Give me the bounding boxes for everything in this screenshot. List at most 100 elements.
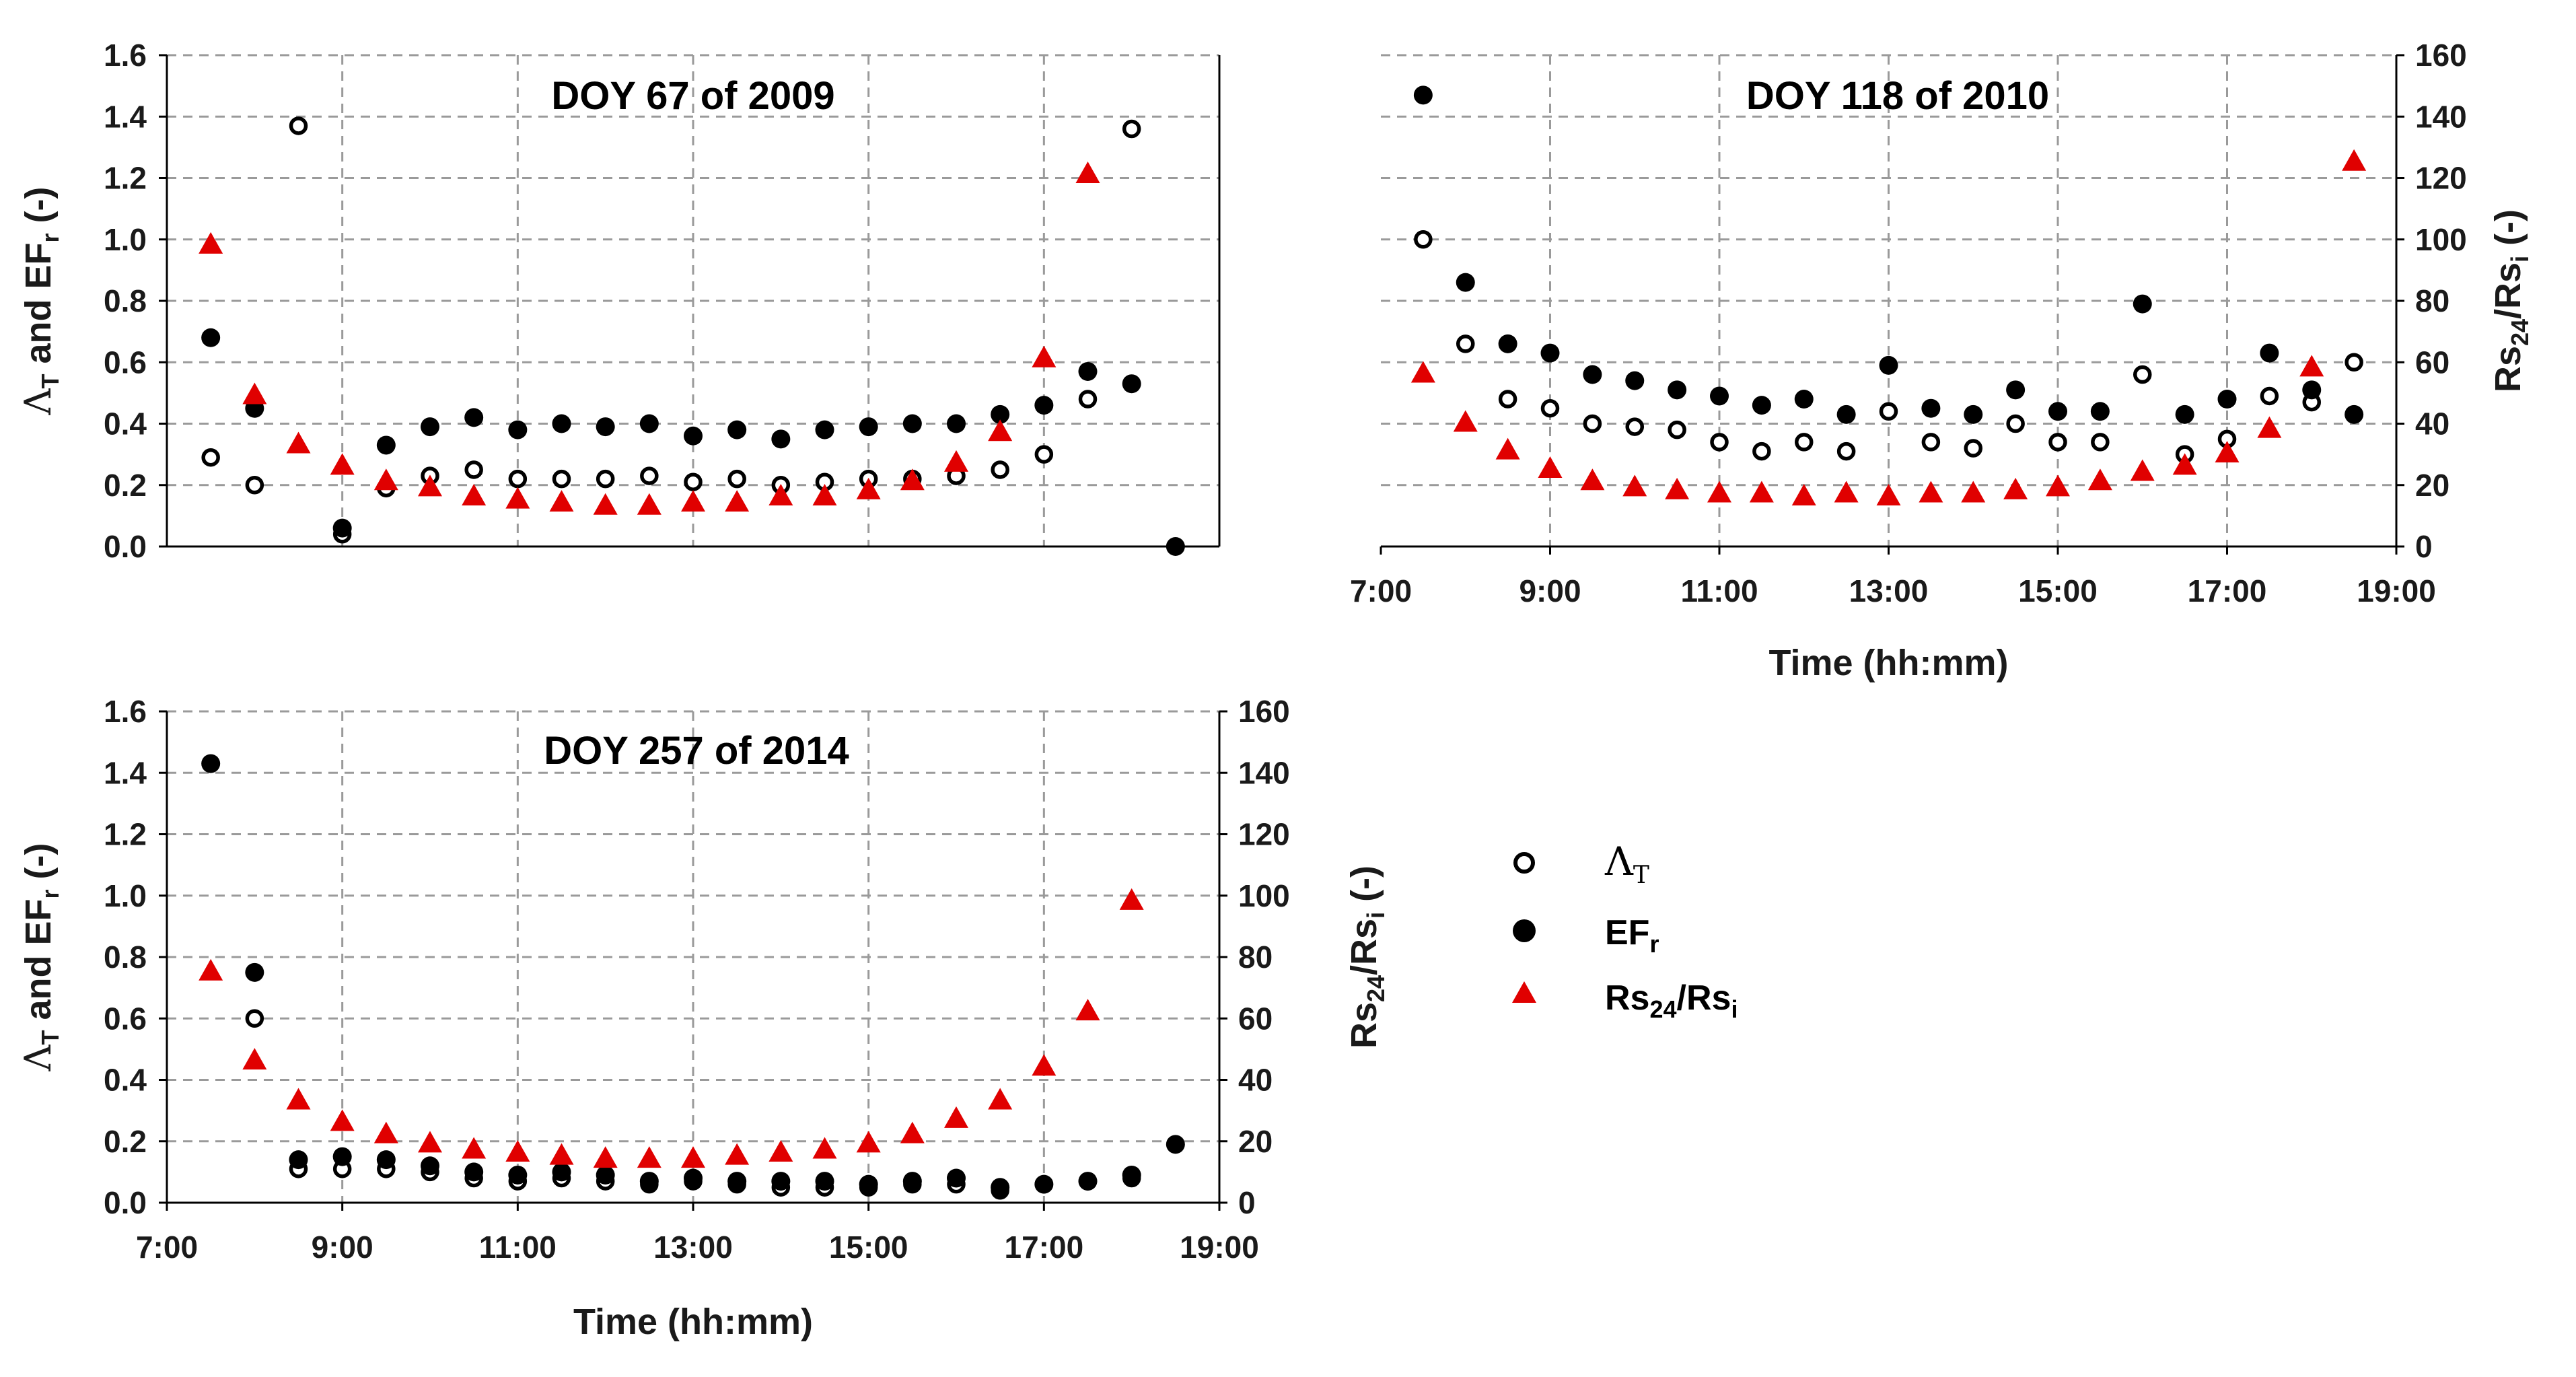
data-point-open [991, 460, 1009, 479]
y-tick-label: 1.4 [104, 99, 147, 134]
triangle-marker-icon [1512, 981, 1536, 1003]
data-point-triangle [2172, 453, 2197, 475]
y2-tick-label: 40 [2415, 407, 2449, 442]
series-filled-circle [201, 328, 1185, 556]
data-point-triangle [637, 1146, 661, 1168]
data-point-open [2048, 433, 2067, 452]
y-tick-label: 0.0 [104, 529, 147, 564]
axis-label-part: 24 [1362, 975, 1390, 1002]
series-triangle [199, 888, 1144, 1168]
data-point-triangle [418, 1131, 442, 1153]
y-tick-label: 0.8 [104, 283, 147, 318]
data-point-triangle [1876, 484, 1901, 505]
y2-tick-label: 100 [1238, 878, 1290, 913]
panel-title: DOY 118 of 2010 [1746, 74, 2049, 118]
data-point-triangle [900, 468, 925, 491]
data-point-triangle [242, 1048, 267, 1070]
y2-tick-label: 60 [1238, 1001, 1273, 1036]
axis-label-part: and EF [18, 242, 59, 374]
filled-circle-marker-icon [1513, 919, 1536, 942]
data-point-triangle [1538, 456, 1563, 478]
data-point-filled [552, 414, 571, 433]
data-point-triangle [1032, 1054, 1057, 1076]
data-point-filled [639, 414, 659, 433]
data-point-triangle [1919, 481, 1943, 503]
chart-panel-bottom-left: 0.0 0.2 0.4 0.6 0.8 1.0 1.2 1.4 1.6 0 20 40 60 80 100 1… [17, 694, 1390, 1342]
data-point-filled [684, 426, 703, 446]
data-point-triangle [637, 493, 661, 515]
data-point-triangle [725, 490, 750, 512]
data-point-triangle [330, 453, 355, 475]
data-point-open [1836, 442, 1856, 461]
data-point-filled [991, 1178, 1010, 1197]
data-point-open [2133, 365, 2152, 384]
legend-item-lambda: ΛT [1513, 839, 1649, 889]
axis-label-part: Rs [2488, 346, 2528, 392]
axis-label-part: /Rs [2488, 262, 2528, 319]
data-point-filled [947, 1168, 966, 1188]
data-point-open [1710, 433, 1729, 452]
axis-label-part: (-) [1344, 866, 1384, 912]
axis-label-part: i [1362, 912, 1390, 919]
data-point-filled [201, 754, 221, 773]
x-tick-label: 15:00 [829, 1230, 908, 1265]
data-point-open [596, 469, 615, 489]
panel-title: DOY 257 of 2014 [544, 729, 849, 773]
data-point-filled [245, 962, 264, 982]
legend-label-rs-ratio: Rs24/Rsi [1605, 979, 1738, 1023]
panel-title: DOY 67 of 2009 [551, 74, 834, 118]
data-point-open [508, 469, 528, 489]
data-point-filled [1166, 537, 1185, 556]
data-point-filled [815, 420, 834, 439]
data-point-filled [639, 1172, 659, 1191]
x-tick-label: 11:00 [479, 1230, 557, 1265]
data-point-open [2091, 433, 2110, 452]
x-tick-label: 17:00 [1005, 1230, 1084, 1265]
chart-panel-top-left: 0.0 0.2 0.4 0.6 0.8 1.0 1.2 1.4 1.6 DOY 67 of 200… [17, 38, 1221, 564]
data-point-open [1921, 433, 1941, 452]
data-point-triangle [549, 1143, 574, 1165]
data-point-triangle [681, 490, 705, 512]
data-point-filled [596, 1165, 615, 1185]
axis-label-part: (-) [18, 187, 59, 234]
data-point-triangle [768, 484, 793, 505]
data-point-triangle [1410, 361, 1435, 383]
data-point-open [2260, 386, 2279, 406]
y-tick-label: 0.4 [104, 407, 147, 442]
data-point-triangle [1791, 484, 1816, 505]
data-point-filled [1034, 1174, 1054, 1194]
axis-label-part: Rs [1344, 1002, 1384, 1049]
data-point-filled [1710, 386, 1729, 406]
data-point-open [2006, 414, 2025, 433]
y-axis-label: ΛT and EFr (-) [17, 843, 64, 1072]
data-point-open [1456, 334, 1475, 353]
data-point-triangle [988, 1088, 1013, 1110]
y-tick-label: 1.2 [104, 161, 147, 196]
data-point-filled [1668, 380, 1687, 400]
data-point-filled [859, 417, 878, 437]
data-point-filled [376, 1150, 396, 1170]
data-point-filled [1879, 355, 1898, 375]
y-tick-label: 0.2 [104, 1124, 147, 1159]
data-point-filled [947, 414, 966, 433]
series-triangle [199, 161, 1100, 515]
data-point-triangle [242, 382, 267, 404]
y-tick-label: 1.4 [104, 755, 147, 790]
legend-label-lambda: ΛT [1604, 839, 1649, 889]
y-tick-label: 1.6 [104, 694, 147, 729]
data-point-filled [2090, 402, 2110, 421]
data-point-triangle [2087, 468, 2112, 491]
data-point-open [1540, 398, 1560, 418]
data-point-filled [1034, 396, 1054, 415]
data-point-triangle [856, 477, 881, 499]
axis-label-part: 24 [2506, 319, 2534, 346]
data-point-triangle [593, 1146, 618, 1168]
data-point-triangle [1707, 481, 1731, 503]
data-point-triangle [900, 1121, 925, 1143]
data-point-open [1964, 439, 1982, 458]
y-tick-label: 1.0 [104, 222, 147, 257]
data-point-triangle [373, 1121, 398, 1143]
data-point-filled [332, 1147, 352, 1166]
y2-tick-label: 80 [1238, 940, 1273, 975]
